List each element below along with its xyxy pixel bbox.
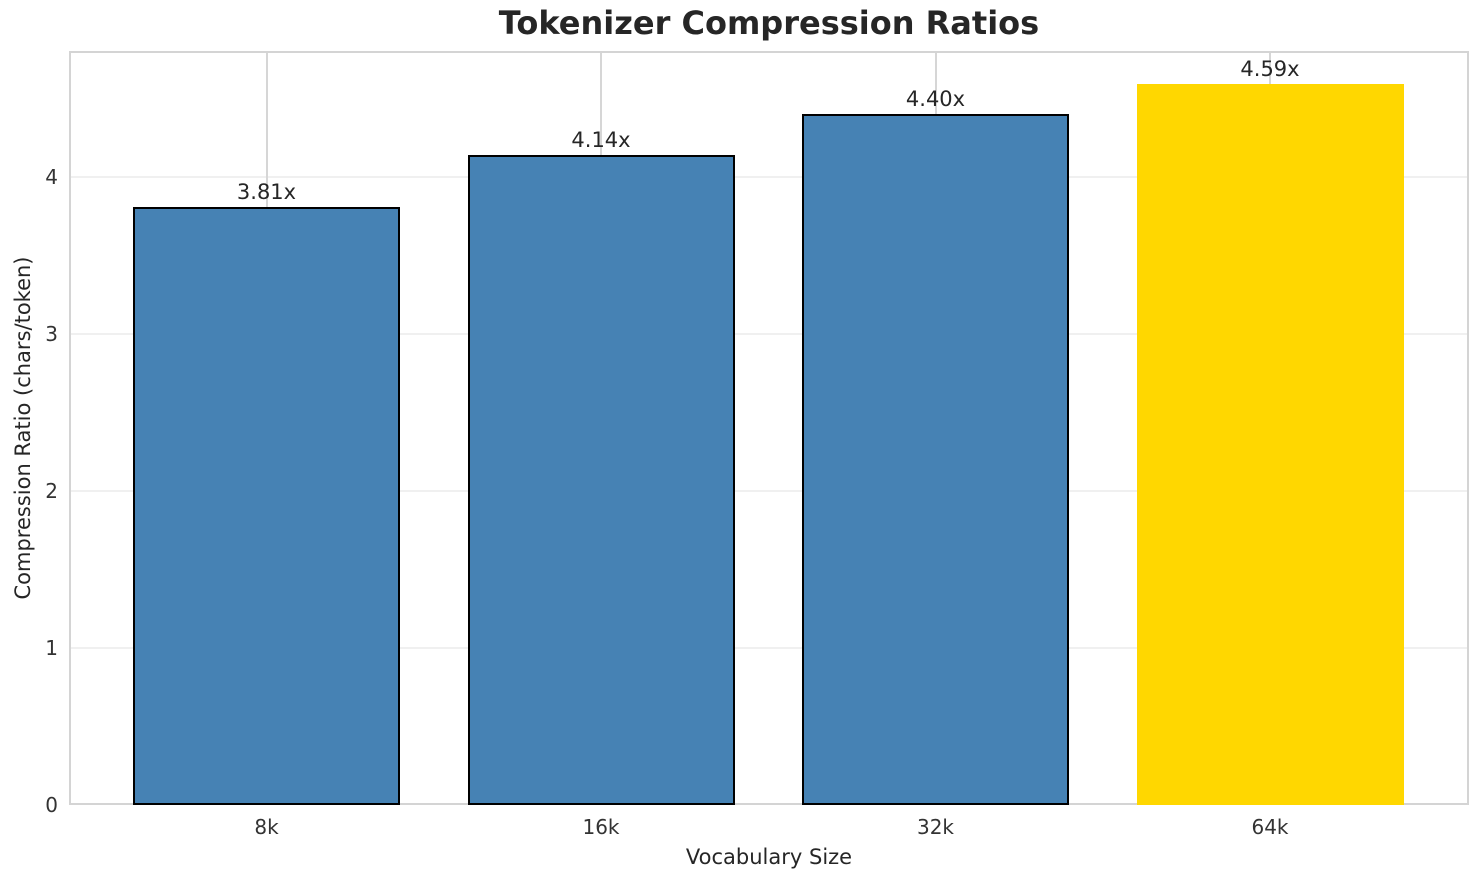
bar-value-label: 4.59x	[1240, 56, 1300, 81]
h-gridline	[71, 489, 1467, 492]
bar	[133, 206, 400, 805]
x-axis-label: Vocabulary Size	[685, 845, 853, 869]
bar	[467, 154, 735, 805]
bar	[1136, 84, 1404, 805]
x-tick-label: 16k	[582, 815, 620, 839]
chart-title: Tokenizer Compression Ratios	[498, 4, 1040, 42]
y-tick-label: 0	[45, 793, 58, 817]
h-gridline	[71, 332, 1467, 335]
x-tick-label: 64k	[1251, 815, 1289, 839]
y-tick-label: 2	[45, 478, 58, 503]
h-gridline	[71, 175, 1467, 178]
h-gridline	[71, 646, 1467, 649]
x-tick-label: 8k	[254, 815, 279, 839]
y-tick-label: 4	[45, 164, 58, 189]
plot-area	[69, 51, 1469, 805]
y-tick-label: 3	[45, 321, 58, 346]
x-tick-label: 32k	[916, 815, 955, 839]
bar-value-label: 4.14x	[571, 127, 631, 152]
y-axis-label: Compression Ratio (chars/token)	[11, 256, 35, 600]
bar-value-label: 4.40x	[905, 86, 966, 111]
bar-value-label: 3.81x	[236, 179, 297, 204]
bar	[802, 113, 1069, 805]
y-tick-label: 1	[45, 635, 58, 660]
plot-spines	[69, 51, 1469, 805]
